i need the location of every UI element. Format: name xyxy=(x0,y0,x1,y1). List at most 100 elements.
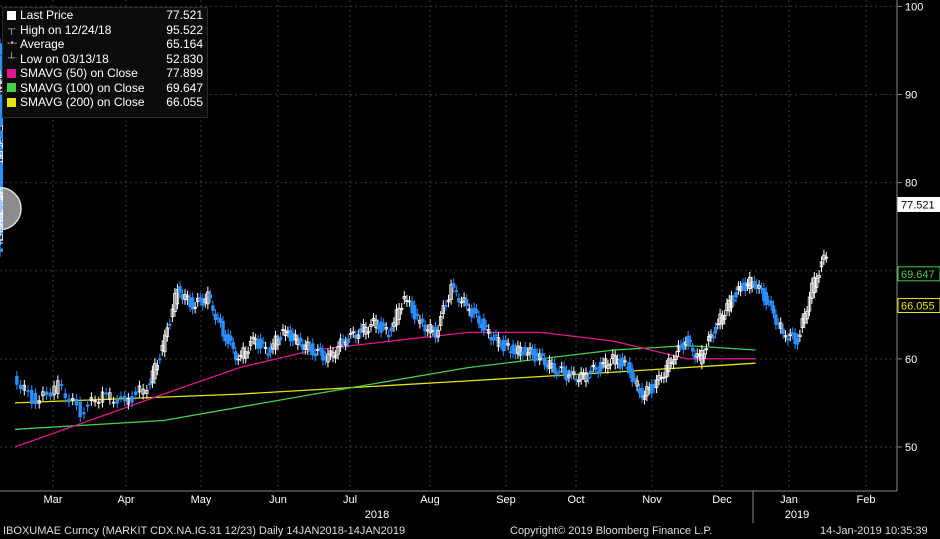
candle-body xyxy=(175,288,180,305)
x-tick-label: Nov xyxy=(642,494,662,506)
candle-body xyxy=(428,323,432,334)
candle-body xyxy=(702,353,706,359)
last-price-swatch xyxy=(7,10,16,20)
candle-body xyxy=(720,315,725,325)
legend-value: 77.521 xyxy=(166,8,203,22)
candle-body xyxy=(572,371,576,375)
candle-body xyxy=(711,336,715,339)
candle-body xyxy=(555,372,559,375)
candle-body xyxy=(26,390,30,393)
candle-body xyxy=(74,398,79,406)
candle-body xyxy=(333,354,338,359)
candle-body xyxy=(640,388,644,399)
candle-body xyxy=(178,286,182,294)
candle-body xyxy=(771,305,776,314)
candle-body xyxy=(44,391,49,396)
candle-body xyxy=(71,398,75,401)
candle-body xyxy=(786,338,790,341)
candle-body xyxy=(709,334,713,338)
candle-body xyxy=(56,380,60,394)
candle-body xyxy=(18,384,23,390)
candle-body xyxy=(598,361,603,372)
value-tag-box xyxy=(897,196,940,212)
legend-item-sma200: SMAVG (200) on Close 66.055 xyxy=(3,95,207,110)
candle-body xyxy=(586,377,591,379)
candle-body xyxy=(757,285,761,289)
candle-body xyxy=(379,321,383,333)
candle-body xyxy=(371,318,376,322)
candle-body xyxy=(0,155,3,159)
candle-body xyxy=(48,392,53,397)
legend-label: Average xyxy=(20,37,65,51)
legend-value: 65.164 xyxy=(166,37,203,51)
candle-body xyxy=(474,309,479,314)
value-tag-box xyxy=(897,266,940,282)
candle-body xyxy=(738,286,743,292)
candle-body xyxy=(506,343,510,346)
y-tick-label: 100 xyxy=(905,1,923,13)
x-tick-label: Aug xyxy=(420,494,440,506)
candle-body xyxy=(464,299,469,306)
candle-body xyxy=(817,275,821,278)
candle-body xyxy=(263,346,268,349)
year-label: 2019 xyxy=(785,509,809,521)
candle-body xyxy=(108,392,112,400)
candle-body xyxy=(779,322,783,329)
candle-body xyxy=(193,306,197,309)
candle-body xyxy=(420,318,425,323)
candle-body xyxy=(713,326,718,334)
x-tick-label: Dec xyxy=(712,494,732,506)
candle-body xyxy=(336,346,340,355)
candle-body xyxy=(0,130,3,139)
candle-body xyxy=(397,307,401,320)
candle-body xyxy=(0,148,3,151)
candle-body xyxy=(67,398,71,403)
legend-item-high: ┬ High on 12/24/18 95.522 xyxy=(3,23,207,38)
legend-value: 52.830 xyxy=(166,51,203,66)
candle-body xyxy=(364,326,368,335)
candle-body xyxy=(0,143,3,147)
candle-body xyxy=(674,355,678,360)
candle-body xyxy=(734,292,738,298)
candle-body xyxy=(783,335,788,338)
candle-body xyxy=(0,165,3,172)
candle-body xyxy=(574,378,578,381)
candle-body xyxy=(591,364,596,368)
candle-body xyxy=(331,351,335,358)
candle-body xyxy=(281,329,285,331)
timestamp: 14-Jan-2019 10:35:39 xyxy=(820,525,928,537)
candle-body xyxy=(244,351,248,359)
candle-body xyxy=(351,331,355,334)
legend-item-sma100: SMAVG (100) on Close 69.647 xyxy=(3,81,207,96)
candle-body xyxy=(63,393,67,399)
candle-body xyxy=(438,316,443,326)
value-tag: 66.055 xyxy=(897,297,940,313)
candle-body xyxy=(594,367,598,370)
candle-body xyxy=(155,365,160,371)
chart-legend: Last Price 77.521 ┬ High on 12/24/18 95.… xyxy=(2,7,208,118)
candle-body xyxy=(82,412,86,415)
legend-item-last-price: Last Price 77.521 xyxy=(3,8,207,23)
candle-body xyxy=(562,366,566,375)
y-tick-label: 90 xyxy=(905,90,917,102)
candle-body xyxy=(477,315,481,324)
value-tag-label: 69.647 xyxy=(901,269,935,281)
candle-body xyxy=(525,352,530,356)
x-tick-label: Oct xyxy=(567,494,584,506)
sma200-line xyxy=(14,362,756,404)
candle-body xyxy=(732,299,736,302)
candle-body xyxy=(743,282,747,292)
candle-body xyxy=(22,384,27,391)
sma50-line xyxy=(14,331,756,448)
candle-body xyxy=(148,383,152,386)
legend-label: SMAVG (200) on Close xyxy=(20,95,145,109)
candle-body xyxy=(645,386,649,397)
candle-body xyxy=(824,256,828,259)
legend-value: 77.899 xyxy=(166,66,203,80)
x-tick-label: Feb xyxy=(857,494,876,506)
candle-body xyxy=(454,290,458,293)
x-tick-label: May xyxy=(191,494,212,506)
candle-body xyxy=(261,341,265,344)
candle-body xyxy=(208,294,213,299)
candle-body xyxy=(729,295,734,308)
